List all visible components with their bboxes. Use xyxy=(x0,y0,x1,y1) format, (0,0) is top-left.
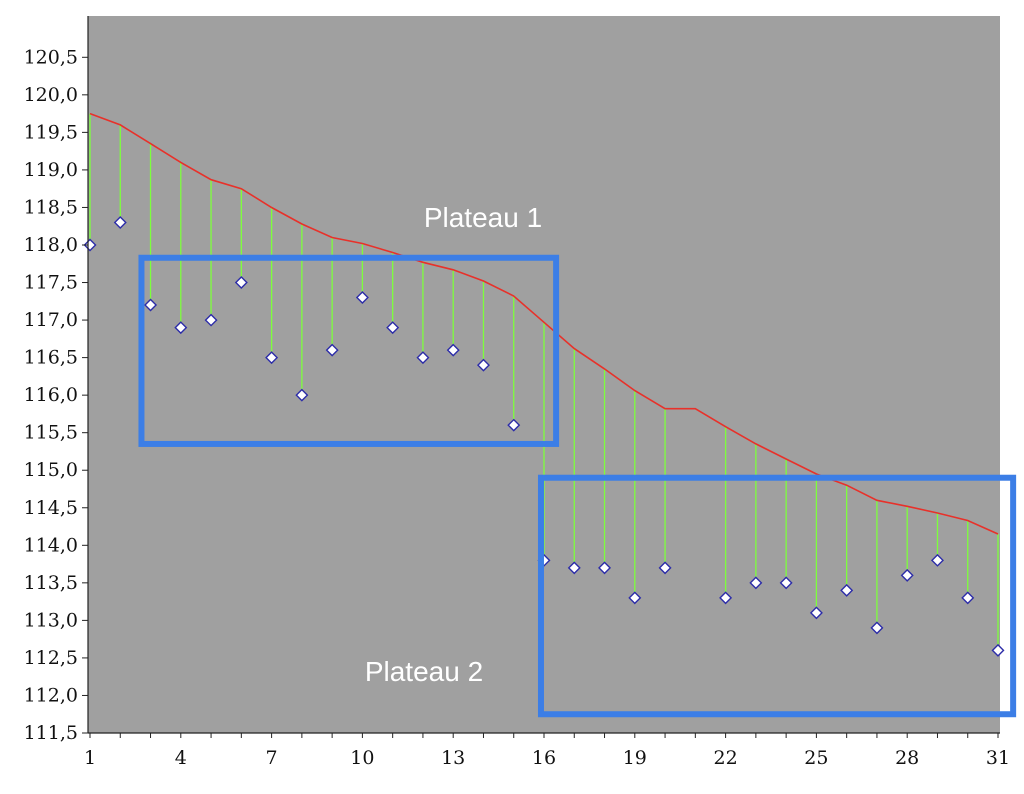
marker-6 xyxy=(234,276,248,290)
plateau-box-1 xyxy=(138,254,560,447)
marker-22 xyxy=(719,591,733,605)
y-tick-label: 117,5 xyxy=(24,272,78,294)
marker-20 xyxy=(658,561,672,575)
y-tick-label: 120,0 xyxy=(24,84,78,106)
marker-12 xyxy=(416,351,430,365)
marker-7 xyxy=(265,351,279,365)
y-tick-label: 118,0 xyxy=(24,234,78,256)
y-tick-label: 115,0 xyxy=(24,459,78,481)
y-tick-label: 120,5 xyxy=(24,46,78,68)
marker-23 xyxy=(749,576,763,590)
plateau-label-2: Plateau 2 xyxy=(365,656,483,687)
x-tick-label: 16 xyxy=(532,747,556,769)
highlight-boxes xyxy=(138,254,1017,718)
x-tick-label: 13 xyxy=(441,747,465,769)
y-tick-label: 114,5 xyxy=(24,497,78,519)
marker-8 xyxy=(295,388,309,402)
marker-25 xyxy=(809,606,823,620)
marker-13 xyxy=(446,343,460,357)
x-tick-label: 10 xyxy=(350,747,374,769)
marker-3 xyxy=(144,298,158,312)
x-tick-label: 25 xyxy=(804,747,828,769)
y-tick-label: 115,5 xyxy=(24,422,78,444)
y-tick-label: 116,0 xyxy=(24,384,78,406)
marker-11 xyxy=(386,321,400,335)
y-tick-label: 119,0 xyxy=(24,159,78,181)
x-tick-label: 7 xyxy=(266,747,278,769)
marker-2 xyxy=(113,215,127,229)
plateau-box-2 xyxy=(537,474,1017,718)
marker-24 xyxy=(779,576,793,590)
y-axis-ticks: 111,5 112,0 112,5 113,0 113,5 114,0 114,5 115,0… xyxy=(24,46,88,744)
marker-28 xyxy=(900,568,914,582)
y-tick-label: 118,5 xyxy=(24,196,78,218)
marker-9 xyxy=(325,343,339,357)
marker-27 xyxy=(870,621,884,635)
marker-5 xyxy=(204,313,218,327)
trend-line-series xyxy=(89,112,999,535)
residual-stems xyxy=(89,113,999,651)
y-tick-label: 113,5 xyxy=(24,572,78,594)
marker-26 xyxy=(840,583,854,597)
x-tick-label: 19 xyxy=(623,747,647,769)
marker-31 xyxy=(991,643,1005,657)
y-tick-label: 119,5 xyxy=(24,121,78,143)
marker-17 xyxy=(567,561,581,575)
annotation-labels: Plateau 1 Plateau 2 xyxy=(365,202,542,687)
y-tick-label: 116,5 xyxy=(24,347,78,369)
marker-30 xyxy=(961,591,975,605)
y-tick-label: 112,0 xyxy=(24,684,78,706)
marker-4 xyxy=(174,321,188,335)
marker-15 xyxy=(507,418,521,432)
x-tick-label: 31 xyxy=(986,747,1010,769)
y-tick-label: 114,0 xyxy=(24,534,78,556)
y-tick-label: 113,0 xyxy=(24,609,78,631)
marker-29 xyxy=(930,553,944,567)
trend-line xyxy=(89,112,999,535)
y-tick-label: 117,0 xyxy=(24,309,78,331)
x-tick-label: 4 xyxy=(175,747,187,769)
marker-10 xyxy=(355,291,369,305)
y-tick-label: 111,5 xyxy=(24,722,78,744)
marker-19 xyxy=(628,591,642,605)
y-tick-label: 112,5 xyxy=(24,647,78,669)
marker-1 xyxy=(83,238,97,252)
marker-18 xyxy=(598,561,612,575)
x-tick-label: 1 xyxy=(84,747,96,769)
x-tick-label: 28 xyxy=(895,747,919,769)
x-axis-ticks: 1 4 7 10 13 16 19 22 25 28 31 xyxy=(84,733,1010,769)
marker-14 xyxy=(476,358,490,372)
x-tick-label: 22 xyxy=(714,747,738,769)
plateau-label-1: Plateau 1 xyxy=(424,202,542,233)
